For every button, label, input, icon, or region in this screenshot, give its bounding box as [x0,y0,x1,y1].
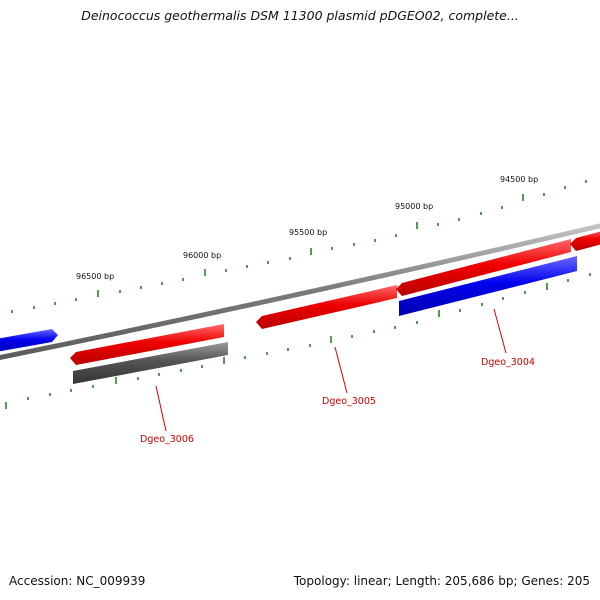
leader-line [334,346,348,394]
tick-label: 96000 bp [183,251,221,260]
gene-label-dgeo-3004[interactable]: Dgeo_3004 [481,357,535,368]
topology-summary-text: Topology: linear; Length: 205,686 bp; Ge… [293,574,590,588]
tick-label: 96500 bp [76,272,114,281]
gene-arrow-reverse[interactable] [399,256,577,316]
gene-label-dgeo-3005[interactable]: Dgeo_3005 [322,396,376,407]
gene-arrow-reverse[interactable] [0,329,58,353]
gene-label-leaders [155,308,507,432]
tick-label: 95000 bp [395,202,433,211]
gene-arrow-forward[interactable] [396,239,571,296]
plasmid-backbone [0,223,600,360]
map-title: Deinococcus geothermalis DSM 11300 plasm… [81,8,519,23]
tick-label: 94500 bp [500,175,538,184]
leader-line [155,385,167,432]
gene-arrow-forward[interactable] [256,285,397,329]
leader-line [493,308,507,354]
gene-features [0,229,600,384]
lower-tick-track [5,273,591,409]
gene-arrow-other[interactable] [73,342,228,384]
gene-labels: Dgeo_3006 Dgeo_3005 Dgeo_3004 [140,357,535,445]
gene-label-dgeo-3006[interactable]: Dgeo_3006 [140,434,194,445]
accession-text: Accession: NC_009939 [9,574,146,588]
tick-label: 95500 bp [289,228,327,237]
gene-arrow-forward[interactable] [70,324,224,365]
upper-tick-track [11,180,587,313]
gene-arrow-forward[interactable] [570,229,600,251]
tick-labels: 96500 bp 96000 bp 95500 bp 95000 bp 9450… [76,175,538,281]
